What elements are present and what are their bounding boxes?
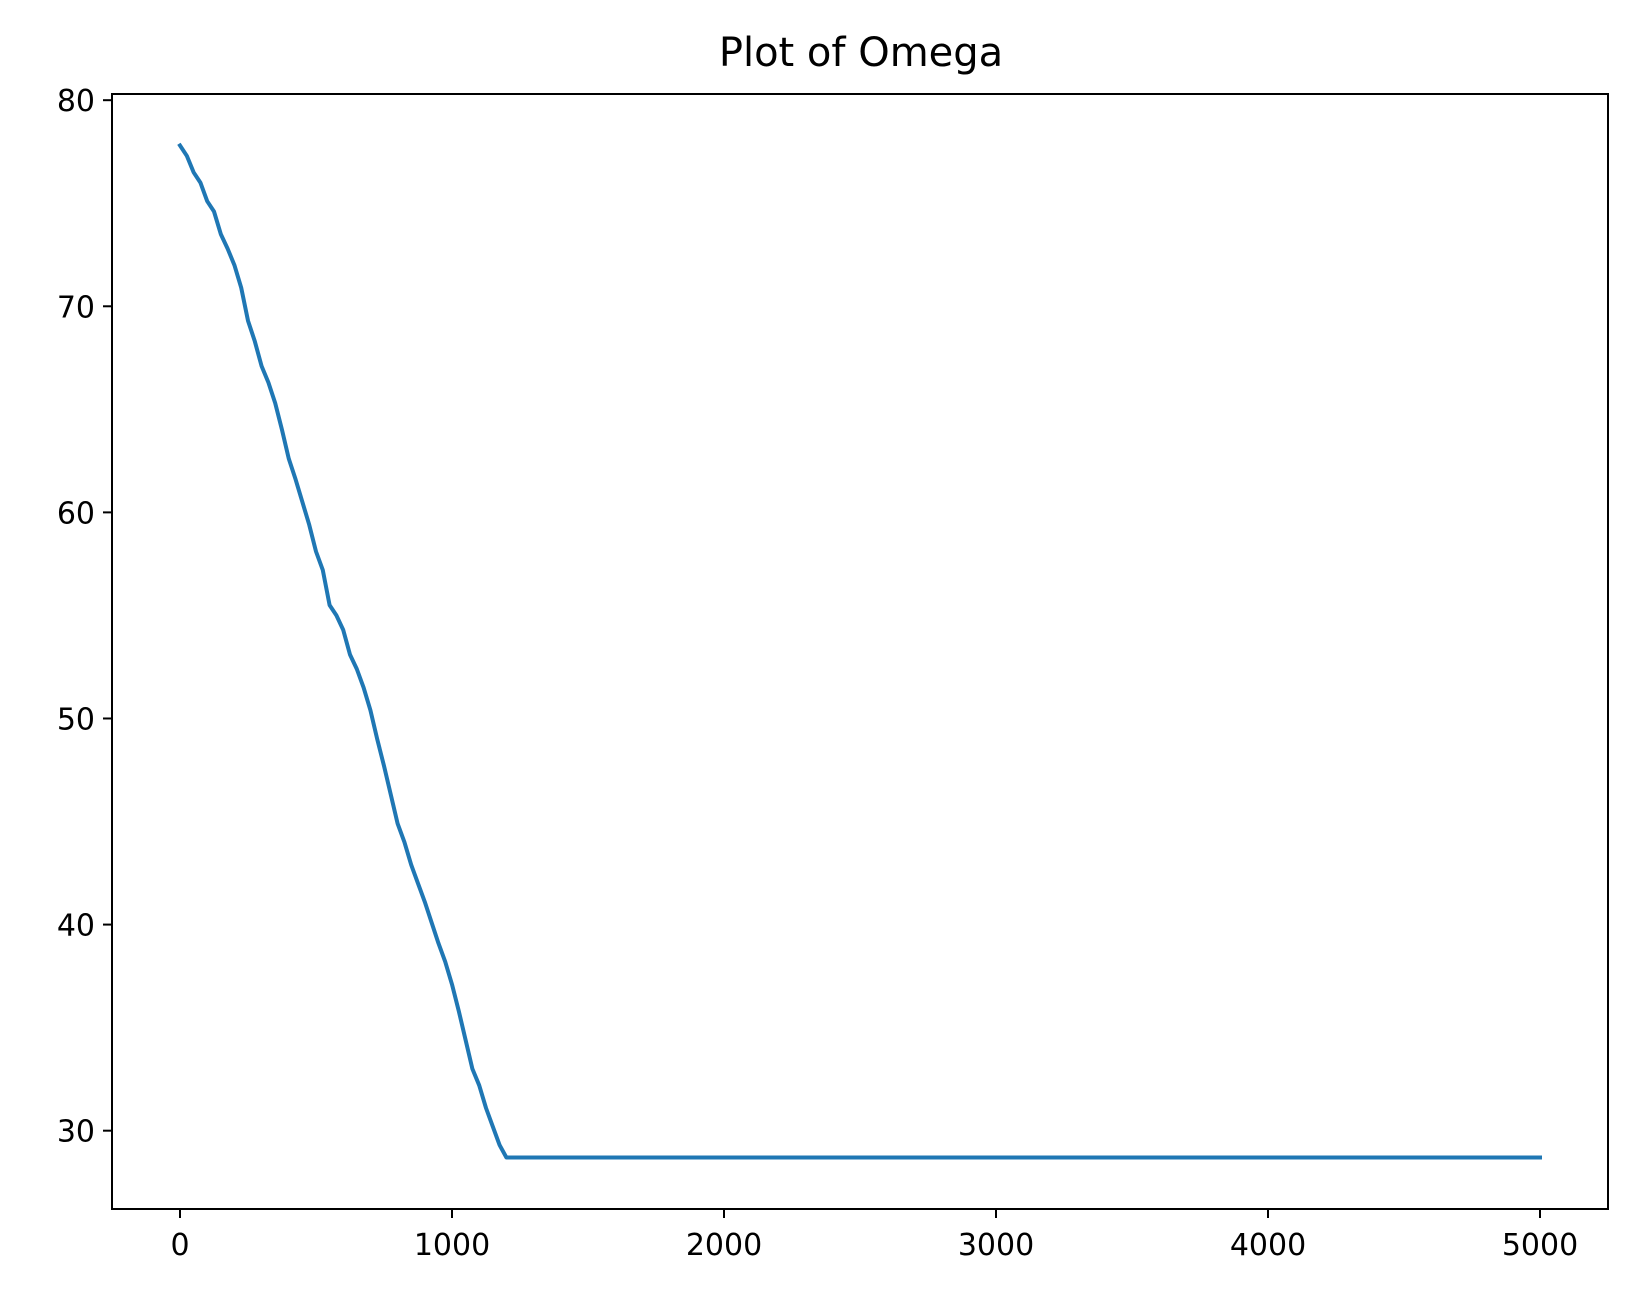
x-axis: 0 1000 2000 3000 4000 5000 bbox=[170, 1209, 1578, 1263]
y-tick-label: 80 bbox=[57, 84, 95, 119]
x-tick-label: 4000 bbox=[1230, 1228, 1306, 1263]
y-tick-label: 50 bbox=[57, 702, 95, 737]
plot-area bbox=[177, 142, 1542, 1160]
x-tick-label: 5000 bbox=[1502, 1228, 1578, 1263]
axes-frame bbox=[111, 93, 1609, 1210]
y-tick-label: 60 bbox=[57, 496, 95, 531]
x-tick-label: 3000 bbox=[958, 1228, 1034, 1263]
x-tick-label: 1000 bbox=[414, 1228, 490, 1263]
y-tick-label: 40 bbox=[57, 909, 95, 944]
x-tick-label: 2000 bbox=[686, 1228, 762, 1263]
chart-title: Plot of Omega bbox=[719, 30, 1003, 76]
series-line-1 bbox=[177, 142, 1542, 1160]
x-tick-label: 0 bbox=[170, 1228, 189, 1263]
y-tick-label: 70 bbox=[57, 290, 95, 325]
y-axis: 30 40 50 60 70 80 bbox=[57, 84, 112, 1150]
y-tick-label: 30 bbox=[57, 1115, 95, 1150]
